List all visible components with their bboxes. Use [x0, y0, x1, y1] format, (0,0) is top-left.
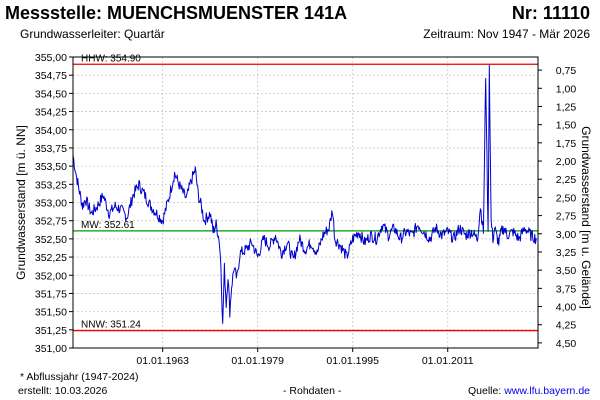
- x-tick-label: 01.01.2011: [422, 355, 474, 367]
- footnote: * Abflussjahr (1947-2024): [20, 371, 139, 383]
- source-link[interactable]: www.lfu.bayern.de: [504, 385, 590, 397]
- y-tick-label: 351,75: [35, 288, 67, 300]
- created-label: erstellt:: [18, 385, 52, 397]
- y-axis-label-right: Grundwasserstand [m u. Gelände]: [579, 126, 593, 309]
- x-tick-label: 01.01.1995: [326, 355, 379, 367]
- y-tick-label: 355,00: [35, 52, 67, 64]
- y-tick-label: 351,25: [35, 325, 67, 337]
- x-tick-label: 01.01.1963: [136, 355, 189, 367]
- y-right-tick-label: 2,00: [556, 156, 577, 168]
- y-right-tick-label: 1,50: [556, 120, 577, 132]
- y-right-tick-label: 1,00: [556, 83, 577, 95]
- series-layer: [72, 64, 537, 324]
- y-right-tick-label: 2,75: [556, 211, 577, 223]
- y-right-tick-label: 3,75: [556, 283, 577, 295]
- created-date: 10.03.2026: [54, 385, 108, 397]
- y-right-tick-label: 0,75: [556, 65, 577, 77]
- aquifer-label: Grundwasserleiter: Quartär: [20, 27, 165, 41]
- y-tick-label: 354,75: [35, 70, 67, 82]
- ref-label-nnw: NNW: 351.24: [81, 320, 141, 331]
- y-tick-label: 353,00: [35, 198, 67, 210]
- y-tick-label: 351,50: [35, 307, 67, 319]
- y-right-tick-label: 3,50: [556, 265, 577, 277]
- y-tick-label: 354,00: [35, 125, 67, 137]
- y-axis-left: 355,00 354,75 354,50 354,25 354,00 353,75 353,…: [35, 52, 73, 355]
- y-right-tick-label: 4,25: [556, 320, 577, 332]
- y-axis-right: 0,75 1,00 1,25 1,50 1,75 2,00 2,25 2,50 2,75 3,00…: [538, 65, 576, 350]
- source-label: Quelle:: [468, 385, 502, 397]
- y-tick-label: 352,00: [35, 270, 67, 282]
- y-right-tick-label: 1,75: [556, 138, 577, 150]
- station-number: Nr: 11110: [511, 3, 590, 23]
- y-right-tick-label: 4,00: [556, 302, 577, 314]
- x-tick-label: 01.01.1979: [231, 355, 284, 367]
- reference-labels: HHW: 354.90 MW: 352.61 NNW: 351.24: [81, 53, 141, 330]
- y-tick-label: 352,75: [35, 216, 67, 228]
- y-tick-label: 354,50: [35, 88, 67, 100]
- y-axis-label-left: Grundwasserstand [m ü. NN]: [14, 125, 28, 280]
- y-right-tick-label: 2,25: [556, 174, 577, 186]
- y-right-tick-label: 1,25: [556, 101, 577, 113]
- x-axis: 01.01.1963 01.01.1979 01.01.1995 01.01.2011: [136, 348, 474, 367]
- y-tick-label: 353,25: [35, 179, 67, 191]
- y-tick-label: 352,25: [35, 252, 67, 264]
- y-tick-label: 353,50: [35, 161, 67, 173]
- y-tick-label: 354,25: [35, 107, 67, 119]
- y-right-tick-label: 3,25: [556, 247, 577, 259]
- page-title: Messstelle: MUENCHSMUENSTER 141A: [5, 3, 348, 23]
- y-tick-label: 351,00: [35, 343, 67, 355]
- ref-label-mw: MW: 352.61: [81, 220, 135, 231]
- series-line: [72, 64, 537, 324]
- y-right-tick-label: 3,00: [556, 229, 577, 241]
- y-tick-label: 352,50: [35, 234, 67, 246]
- y-right-tick-label: 2,50: [556, 192, 577, 204]
- period-label: Zeitraum: Nov 1947 - Mär 2026: [423, 27, 590, 41]
- source-info: Quelle: www.lfu.bayern.de: [468, 385, 590, 397]
- y-tick-label: 353,75: [35, 143, 67, 155]
- y-right-tick-label: 4,50: [556, 338, 577, 350]
- raw-data-label: - Rohdaten -: [283, 385, 342, 397]
- ref-label-hhw: HHW: 354.90: [81, 53, 141, 64]
- created-info: erstellt: 10.03.2026: [18, 385, 107, 397]
